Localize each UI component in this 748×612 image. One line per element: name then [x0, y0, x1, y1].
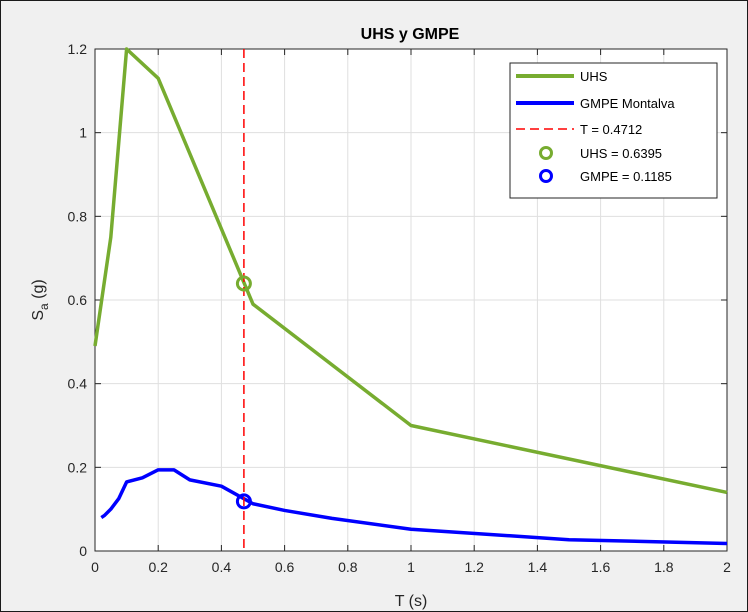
- y-tick-label: 0: [79, 543, 87, 559]
- y-axis-label-sub: a: [37, 303, 51, 310]
- x-tick-label: 1.6: [591, 559, 611, 575]
- x-tick-label: 1.2: [464, 559, 484, 575]
- gmpe-point-marker: [235, 493, 252, 510]
- y-axis-label-main: S: [30, 310, 47, 321]
- x-tick-label: 0.4: [212, 559, 232, 575]
- x-tick-label: 0.6: [275, 559, 295, 575]
- x-tick-label: 0.2: [148, 559, 168, 575]
- axes: 0 0.2 0.4 0.6 0.8 1 1.2 1.4 1.6 1.8 2 0 0.2 0.4 0.6 0.8…: [68, 41, 732, 575]
- y-tick-label: 0.6: [68, 292, 88, 308]
- x-tick-label: 2: [723, 559, 731, 575]
- x-tick-label: 0: [91, 559, 99, 575]
- marker-layer: [235, 275, 252, 510]
- x-tick-label: 0.8: [338, 559, 358, 575]
- legend-marker-uhs: [539, 146, 553, 160]
- uhs-point-marker: [235, 275, 252, 292]
- y-tick-label: 0.4: [68, 376, 88, 392]
- legend-label-gmpe: GMPE Montalva: [580, 96, 675, 111]
- chart-title: UHS y GMPE: [361, 26, 460, 43]
- legend-box: [509, 62, 718, 199]
- legend-label-gmpe-point: GMPE = 0.1185: [580, 169, 672, 184]
- legend-label-uhs: UHS: [580, 69, 608, 84]
- gmpe-series-line: [100, 468, 728, 546]
- x-tick-label: 1: [407, 559, 415, 575]
- legend-marker-gmpe: [539, 169, 553, 183]
- uhs-series-line: [93, 47, 728, 495]
- legend: UHS GMPE Montalva T = 0.4712 UHS = 0.639…: [509, 62, 718, 199]
- x-tick-label: 1.4: [528, 559, 548, 575]
- y-tick-label: 0.2: [68, 459, 88, 475]
- y-tick-label: 1.2: [68, 41, 88, 57]
- y-axis-label: Sa (g): [30, 279, 51, 320]
- series-layer: [93, 47, 728, 551]
- legend-label-vline: T = 0.4712: [580, 122, 642, 137]
- y-tick-label: 1: [79, 125, 87, 141]
- y-tick-label: 0.8: [68, 208, 88, 224]
- y-axis-label-unit: (g): [30, 279, 47, 303]
- legend-label-uhs-point: UHS = 0.6395: [580, 146, 662, 161]
- x-axis-label: T (s): [395, 593, 428, 610]
- x-tick-label: 1.8: [654, 559, 674, 575]
